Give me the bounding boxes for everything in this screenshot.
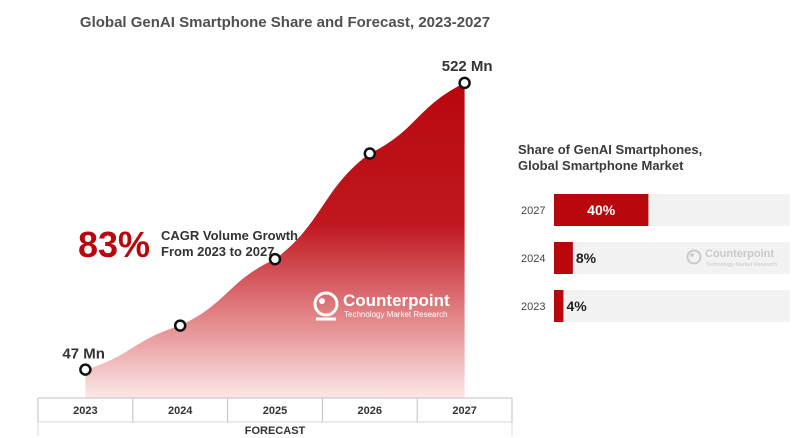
counterpoint-logo-small: Counterpoint Technology Market Research [686, 248, 777, 268]
bar-track [554, 242, 790, 274]
x-tick-label: 2025 [263, 405, 287, 417]
bar-category-label: 2027 [521, 205, 545, 217]
bar [554, 242, 573, 274]
data-label-last: 522 Mn [442, 58, 493, 75]
data-point [173, 319, 187, 332]
data-point [268, 252, 282, 266]
data-point [79, 363, 92, 376]
data-label-first: 47 Mn [62, 346, 105, 363]
x-tick-label: 2023 [73, 405, 97, 417]
cagr-value: 83% [78, 224, 150, 265]
data-point [458, 76, 471, 90]
share-panel: Share of GenAI Smartphones, Global Smart… [518, 142, 800, 342]
x-tick-label: 2024 [168, 405, 193, 417]
x-tick-label: 2026 [358, 405, 382, 417]
logo-small-brand: Counterpoint [705, 248, 774, 260]
bar-value-label: 8% [576, 250, 597, 266]
share-bar-chart: 2027 40% 2024 8% 2023 4% Counterpoint Technolog… [521, 194, 790, 322]
data-point [363, 147, 377, 160]
cagr-text-line1: CAGR Volume Growth [161, 228, 298, 243]
bar [554, 290, 564, 322]
logo-small-dot-icon [690, 253, 694, 257]
area-series [85, 82, 465, 398]
logo-small-ring-icon [686, 249, 702, 265]
logo-brand: Counterpoint [343, 291, 450, 310]
share-panel-title: Share of GenAI Smartphones, Global Smart… [518, 142, 788, 174]
bar-value-label: 4% [566, 298, 587, 314]
share-title-line1: Share of GenAI Smartphones, [518, 142, 703, 157]
bar-value-label: 40% [587, 202, 616, 218]
logo-small-tagline: Technology Market Research [706, 262, 777, 268]
x-tick-label: 2027 [452, 405, 476, 417]
bar-category-label: 2023 [521, 301, 545, 313]
bar-track [554, 290, 790, 322]
bar [554, 194, 649, 226]
chart-title: Global GenAI Smartphone Share and Foreca… [79, 14, 491, 31]
cagr-text-line2: From 2023 to 2027 [161, 244, 274, 259]
share-title-line2: Global Smartphone Market [518, 158, 684, 173]
x-axis-title: FORECAST [245, 425, 306, 437]
logo-dot-icon [319, 298, 325, 304]
bar-category-label: 2024 [521, 253, 545, 265]
logo-tagline: Technology Market Research [344, 310, 448, 319]
logo-ring-icon [313, 291, 339, 317]
